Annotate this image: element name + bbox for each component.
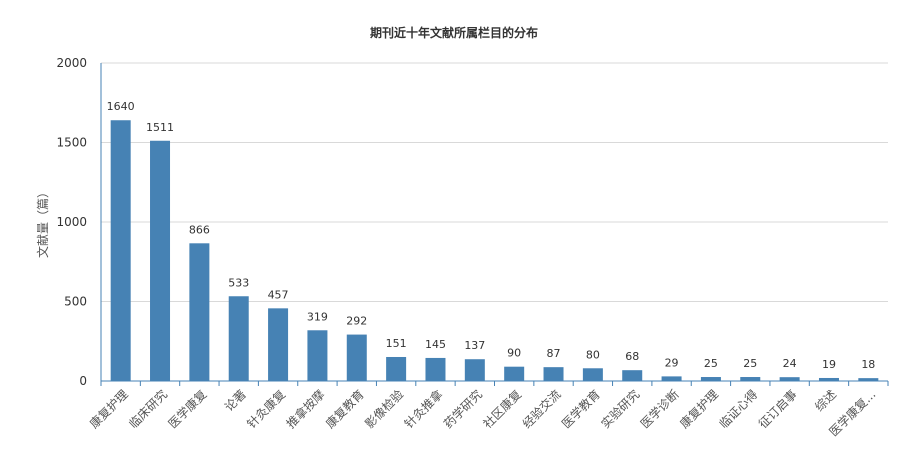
x-tick-label: 医学康复 (165, 387, 210, 432)
bar[interactable] (346, 334, 367, 381)
x-tick-label: 影像检验 (362, 387, 407, 432)
data-label: 29 (665, 356, 679, 369)
bar[interactable] (543, 367, 564, 381)
x-tick-label: 针灸推拿 (401, 387, 446, 432)
data-label: 137 (464, 339, 485, 352)
data-label: 90 (507, 347, 521, 360)
data-label: 24 (783, 357, 797, 370)
x-tick-label: 康复护理 (676, 387, 721, 432)
bar[interactable] (150, 140, 171, 381)
x-tick-label: 医学教育 (558, 387, 603, 432)
bar[interactable] (740, 377, 761, 381)
bar[interactable] (622, 370, 643, 381)
bar[interactable] (858, 378, 879, 381)
grid-lines (101, 62, 888, 302)
bar[interactable] (386, 356, 407, 381)
data-label: 457 (268, 288, 289, 301)
data-label: 18 (861, 358, 875, 371)
bar[interactable] (700, 377, 721, 381)
x-tick-label: 康复护理 (86, 387, 131, 432)
y-tick-label: 2000 (56, 56, 87, 70)
data-label: 1511 (146, 121, 174, 134)
axes (100, 63, 889, 386)
y-tick-label: 500 (64, 295, 87, 309)
data-label: 866 (189, 223, 210, 236)
bar[interactable] (228, 296, 249, 381)
bar[interactable] (425, 357, 446, 381)
data-label: 19 (822, 358, 836, 371)
x-tick-label: 针灸康复 (244, 387, 289, 432)
x-tick-label: 综述 (812, 387, 839, 414)
bars (110, 120, 879, 382)
data-label: 145 (425, 338, 446, 351)
data-label: 68 (625, 350, 639, 363)
chart-title: 期刊近十年文献所属栏目的分布 (370, 25, 538, 40)
x-tick-label: 经验交流 (519, 387, 564, 432)
data-label: 151 (386, 337, 407, 350)
bar[interactable] (464, 359, 485, 381)
x-tick-label: 临床研究 (126, 387, 171, 432)
y-tick-label: 1500 (56, 136, 87, 150)
x-tick-label: 医学诊断 (637, 387, 682, 432)
bar[interactable] (661, 376, 682, 381)
bar[interactable] (779, 377, 800, 381)
x-tick-label: 实验研究 (598, 387, 643, 432)
data-label: 319 (307, 310, 328, 323)
data-label: 292 (346, 315, 367, 328)
y-tick-label: 0 (79, 374, 87, 388)
x-tick-label: 推拿按摩 (283, 387, 328, 432)
bar[interactable] (110, 120, 131, 382)
x-tick-label: 论著 (222, 387, 249, 414)
bar[interactable] (189, 243, 210, 381)
data-label: 1640 (107, 100, 135, 113)
data-label: 25 (743, 357, 757, 370)
x-tick-label: 药学研究 (440, 387, 485, 432)
data-label: 80 (586, 348, 600, 361)
x-tick-label: 征订启事 (756, 387, 800, 431)
bar[interactable] (268, 308, 289, 381)
data-label: 87 (547, 347, 561, 360)
y-tick-label: 1000 (56, 215, 87, 229)
bar[interactable] (307, 330, 328, 381)
bar[interactable] (504, 366, 525, 381)
x-tick-label: 社区康复 (480, 387, 525, 432)
x-tick-label: 康复教育 (322, 387, 367, 432)
x-tick-label: 临证心得 (716, 387, 761, 432)
bar[interactable] (818, 377, 839, 381)
y-tick-labels: 0 500 1000 1500 2000 (56, 56, 87, 388)
data-label: 25 (704, 357, 718, 370)
data-labels: 1640 1511 866 533 457 319 292 151 145 137 90 87 80 68… (107, 100, 876, 371)
bar[interactable] (582, 368, 603, 381)
y-axis-label: 文献量（篇） (35, 186, 50, 258)
data-label: 533 (228, 276, 249, 289)
